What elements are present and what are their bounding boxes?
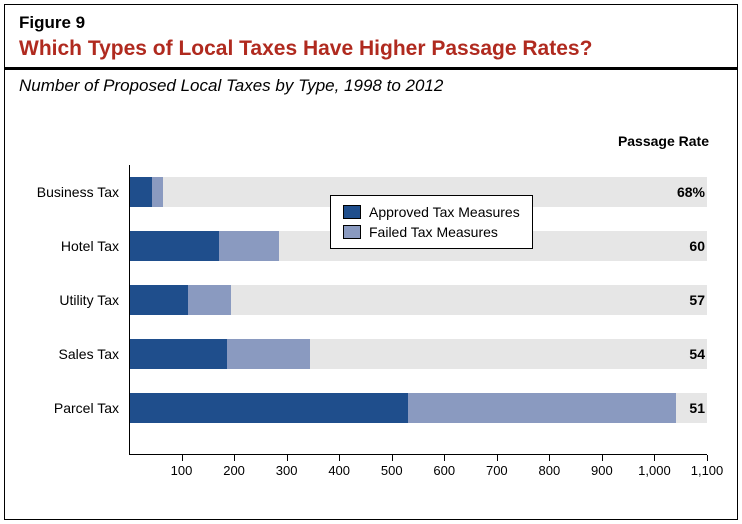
legend-label-failed: Failed Tax Measures — [369, 224, 498, 240]
x-tick — [654, 455, 655, 461]
x-tick — [392, 455, 393, 461]
legend-row-approved: Approved Tax Measures — [343, 202, 520, 222]
bar-failed — [152, 177, 163, 207]
legend-label-approved: Approved Tax Measures — [369, 204, 520, 220]
category-label: Business Tax — [19, 177, 119, 207]
figure-title: Which Types of Local Taxes Have Higher P… — [19, 37, 723, 61]
x-tick-label: 500 — [381, 463, 403, 478]
x-tick — [497, 455, 498, 461]
legend: Approved Tax Measures Failed Tax Measure… — [330, 195, 533, 249]
bar-failed — [408, 393, 676, 423]
x-tick — [234, 455, 235, 461]
category-label: Sales Tax — [19, 339, 119, 369]
passage-rate-value: 57 — [689, 285, 705, 315]
category-label: Utility Tax — [19, 285, 119, 315]
legend-row-failed: Failed Tax Measures — [343, 222, 520, 242]
bar-approved — [130, 285, 188, 315]
figure-header: Figure 9 Which Types of Local Taxes Have… — [5, 5, 737, 70]
bar-track — [130, 393, 707, 423]
x-tick — [182, 455, 183, 461]
x-tick-label: 800 — [539, 463, 561, 478]
x-tick — [287, 455, 288, 461]
figure-subtitle-block: Number of Proposed Local Taxes by Type, … — [5, 70, 737, 98]
x-tick-label: 700 — [486, 463, 508, 478]
x-tick-label: 100 — [171, 463, 193, 478]
bar-track — [130, 339, 707, 369]
x-tick-label: 400 — [328, 463, 350, 478]
x-tick — [339, 455, 340, 461]
bar-failed — [227, 339, 310, 369]
bar-failed — [219, 231, 278, 261]
x-tick-label: 900 — [591, 463, 613, 478]
x-tick — [602, 455, 603, 461]
bar-approved — [130, 339, 227, 369]
x-tick-label: 600 — [433, 463, 455, 478]
passage-rate-value: 51 — [689, 393, 705, 423]
passage-rate-header: Passage Rate — [618, 133, 709, 149]
bar-approved — [130, 231, 219, 261]
figure-label: Figure 9 — [19, 13, 723, 33]
bar-track — [130, 285, 707, 315]
x-tick — [707, 455, 708, 461]
category-label: Hotel Tax — [19, 231, 119, 261]
figure-frame: Figure 9 Which Types of Local Taxes Have… — [4, 4, 738, 520]
passage-rate-value: 54 — [689, 339, 705, 369]
legend-swatch-approved — [343, 205, 361, 219]
category-label: Parcel Tax — [19, 393, 119, 423]
bar-approved — [130, 177, 152, 207]
x-tick-label: 1,000 — [638, 463, 671, 478]
passage-rate-value: 60 — [689, 231, 705, 261]
x-tick-label: 200 — [223, 463, 245, 478]
legend-swatch-failed — [343, 225, 361, 239]
bar-failed — [188, 285, 232, 315]
figure-subtitle: Number of Proposed Local Taxes by Type, … — [19, 76, 723, 96]
passage-rate-value: 68% — [677, 177, 705, 207]
x-tick-label: 300 — [276, 463, 298, 478]
bar-approved — [130, 393, 408, 423]
x-tick — [444, 455, 445, 461]
x-tick — [549, 455, 550, 461]
x-tick-label: 1,100 — [691, 463, 724, 478]
